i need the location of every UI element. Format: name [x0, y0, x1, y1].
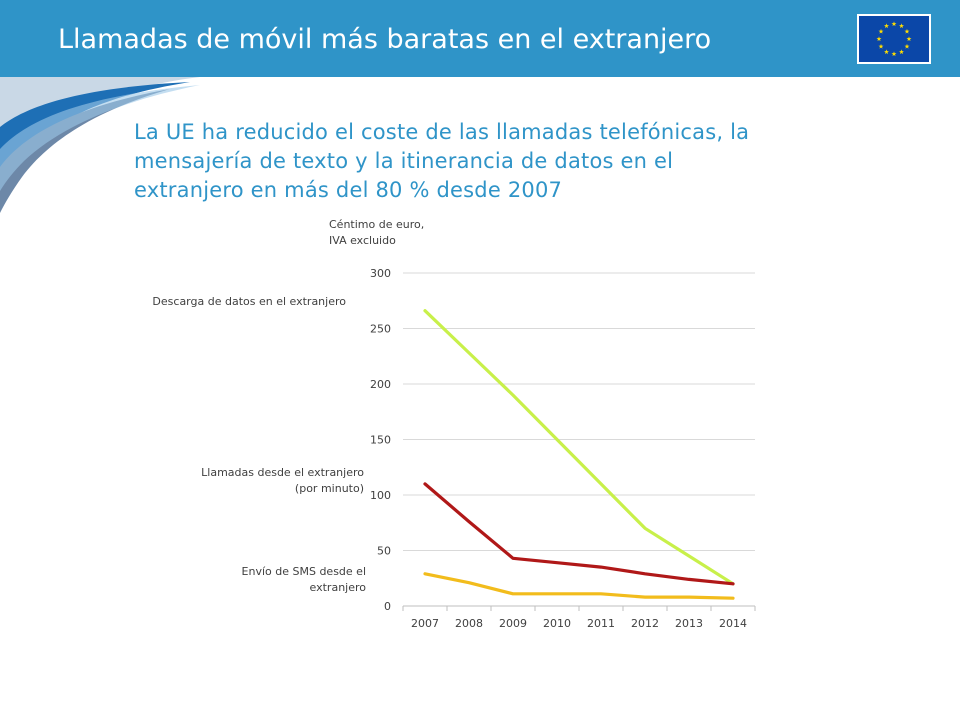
x-tick-label: 2008 — [455, 617, 483, 630]
flag-star — [884, 49, 889, 55]
x-tick-label: 2009 — [499, 617, 527, 630]
y-tick-label: 0 — [384, 600, 391, 613]
series-line-1 — [423, 309, 735, 586]
flag-star — [891, 21, 897, 27]
x-tick-label: 2011 — [587, 617, 615, 630]
series-label: Llamadas desde el extranjero — [201, 466, 364, 479]
subtitle: La UE ha reducido el coste de las llamad… — [134, 118, 854, 205]
x-tick-label: 2013 — [675, 617, 703, 630]
flag-star — [878, 43, 884, 49]
subtitle-line: La UE ha reducido el coste de las llamad… — [134, 120, 750, 144]
flag-star — [891, 51, 897, 57]
subtitle-line: mensajería de texto y la itinerancia de … — [134, 149, 674, 173]
flag-star — [884, 23, 889, 29]
flag-star — [904, 28, 910, 34]
slide-title: Llamadas de móvil más baratas en el extr… — [58, 24, 712, 55]
y-tick-label: 250 — [370, 323, 391, 336]
series-line-3 — [423, 572, 735, 600]
flag-star — [899, 49, 904, 55]
flag-star — [904, 43, 910, 49]
decorative-swoosh — [0, 77, 200, 213]
y-tick-label: 300 — [370, 267, 391, 280]
series-label: (por minuto) — [295, 482, 364, 495]
subtitle-line: extranjero en más del 80 % desde 2007 — [134, 178, 563, 202]
x-tick-label: 2012 — [631, 617, 659, 630]
x-tick-label: 2010 — [543, 617, 571, 630]
y-axis-label: Céntimo de euro, — [329, 218, 424, 231]
x-tick-label: 2007 — [411, 617, 439, 630]
series-label: Descarga de datos en el extranjero — [152, 295, 346, 308]
flag-star — [878, 28, 884, 34]
series-label: extranjero — [310, 581, 367, 594]
series-line-2 — [423, 482, 735, 586]
eu-flag-icon — [857, 14, 931, 64]
flag-star — [876, 36, 882, 42]
y-tick-label: 100 — [370, 489, 391, 502]
flag-star — [899, 23, 904, 29]
y-tick-label: 200 — [370, 378, 391, 391]
x-tick-label: 2014 — [719, 617, 747, 630]
y-axis-label: IVA excluido — [329, 234, 396, 247]
header-bar: Llamadas de móvil más baratas en el extr… — [0, 0, 960, 77]
series-label: Envío de SMS desde el — [242, 565, 366, 578]
flag-star — [906, 36, 912, 42]
y-tick-label: 50 — [377, 545, 391, 558]
y-tick-label: 150 — [370, 434, 391, 447]
